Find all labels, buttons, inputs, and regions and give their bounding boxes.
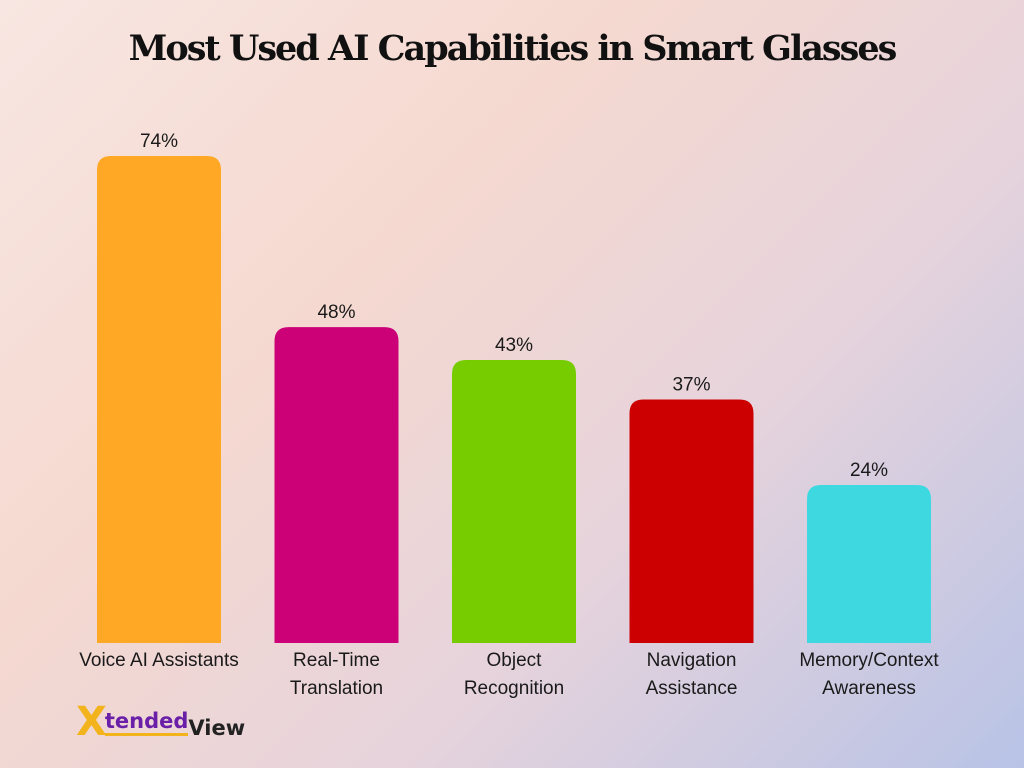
data-label-3: 37% (672, 375, 710, 396)
category-label-line: Memory/Context (799, 650, 939, 671)
category-label-line: Translation (289, 678, 384, 699)
logo-x-mark: X (76, 699, 107, 745)
data-label-4: 24% (850, 460, 888, 481)
category-label-line: Real-Time (293, 650, 380, 671)
data-label-0: 74% (140, 131, 178, 152)
bar-1 (274, 327, 399, 643)
category-label-4: Memory/Context Awareness (774, 647, 964, 703)
xtendedview-logo: X tended View (76, 702, 245, 742)
chart-title: Most Used AI Capabilities in Smart Glass… (128, 28, 898, 69)
category-label-2: Object Recognition (419, 647, 609, 703)
category-label-line: Navigation (646, 650, 737, 671)
category-label-line: Awareness (822, 678, 916, 699)
category-label-line: Assistance (645, 678, 738, 699)
bar-3 (629, 399, 754, 643)
category-label-line: Voice AI Assistants (79, 650, 239, 671)
category-label-3: Navigation Assistance (597, 647, 787, 703)
bar-0 (97, 156, 221, 643)
data-label-1: 48% (317, 302, 355, 323)
logo-x-letter: X (76, 699, 107, 745)
category-label-line: Recognition (463, 678, 565, 699)
category-label-line: Object (486, 650, 542, 671)
bar-4 (807, 485, 931, 643)
logo-tended-text: tended (104, 709, 189, 736)
data-label-2: 43% (495, 335, 533, 356)
logo-view-text: View (188, 716, 246, 740)
category-label-1: Real-Time Translation (242, 647, 432, 703)
category-label-0: Voice AI Assistants (64, 647, 254, 675)
bar-2 (452, 360, 576, 643)
